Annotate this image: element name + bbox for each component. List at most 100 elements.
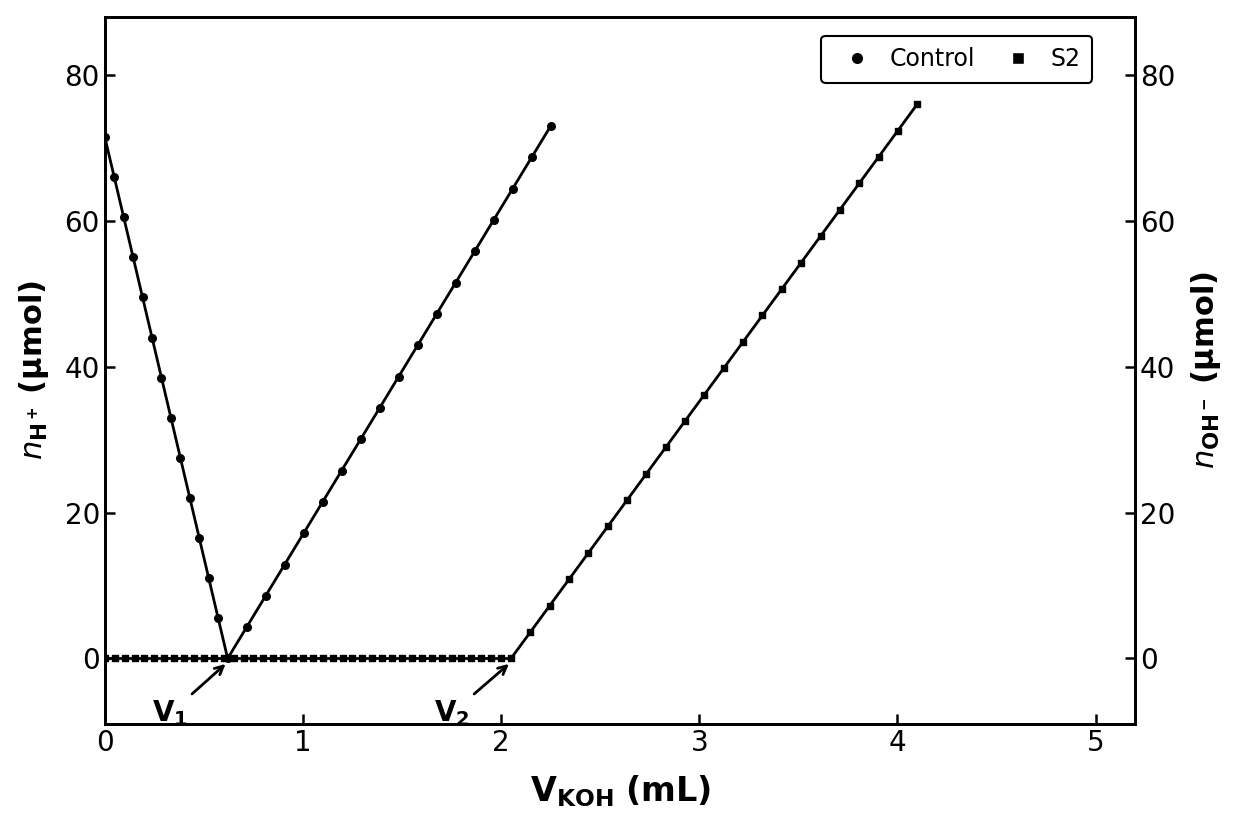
- Control: [208, 612, 228, 625]
- Control: [255, 589, 275, 602]
- Y-axis label: $\mathit{n}_{\mathbf{OH^-}}$ $\mathbf{(\mu mol)}$: $\mathit{n}_{\mathbf{OH^-}}$ $\mathbf{(\…: [1189, 272, 1224, 469]
- S2: [213, 652, 233, 665]
- S2: [322, 652, 342, 665]
- Control: [294, 527, 314, 540]
- S2: [263, 652, 283, 665]
- S2: [753, 309, 773, 322]
- S2: [676, 415, 696, 428]
- S2: [332, 652, 352, 665]
- S2: [559, 572, 579, 586]
- S2: [461, 652, 481, 665]
- S2: [539, 599, 559, 612]
- S2: [491, 652, 511, 665]
- Control: [465, 244, 485, 258]
- Control: [427, 307, 446, 320]
- S2: [164, 652, 184, 665]
- Control: [170, 451, 190, 464]
- S2: [362, 652, 382, 665]
- S2: [908, 97, 928, 111]
- Control: [275, 558, 295, 571]
- S2: [283, 652, 303, 665]
- S2: [481, 652, 501, 665]
- S2: [849, 177, 869, 190]
- S2: [422, 652, 441, 665]
- S2: [273, 652, 293, 665]
- S2: [656, 441, 676, 454]
- S2: [104, 652, 124, 665]
- S2: [432, 652, 451, 665]
- S2: [618, 493, 637, 506]
- Control: [541, 120, 560, 133]
- S2: [243, 652, 263, 665]
- Control: [388, 370, 408, 383]
- S2: [95, 652, 115, 665]
- S2: [733, 335, 753, 349]
- S2: [312, 652, 332, 665]
- S2: [303, 652, 322, 665]
- S2: [144, 652, 164, 665]
- Control: [180, 491, 200, 505]
- S2: [293, 652, 312, 665]
- Control: [370, 401, 389, 415]
- Control: [351, 433, 371, 446]
- S2: [382, 652, 402, 665]
- Control: [332, 464, 352, 477]
- S2: [451, 652, 471, 665]
- Control: [161, 411, 181, 425]
- Legend: Control, S2: Control, S2: [821, 36, 1092, 83]
- S2: [193, 652, 213, 665]
- Control: [143, 331, 162, 344]
- Control: [218, 652, 238, 665]
- Control: [104, 170, 124, 183]
- S2: [869, 150, 889, 164]
- S2: [174, 652, 193, 665]
- S2: [811, 230, 831, 243]
- S2: [402, 652, 422, 665]
- S2: [773, 282, 792, 296]
- Control: [123, 251, 143, 264]
- Control: [237, 620, 257, 634]
- S2: [154, 652, 174, 665]
- S2: [888, 124, 908, 137]
- S2: [253, 652, 273, 665]
- Control: [133, 291, 153, 304]
- S2: [124, 652, 144, 665]
- Control: [114, 211, 134, 224]
- S2: [830, 203, 849, 216]
- Control: [502, 182, 522, 195]
- Text: $\mathbf{V_1}$: $\mathbf{V_1}$: [153, 666, 223, 729]
- Control: [151, 371, 171, 384]
- S2: [412, 652, 432, 665]
- S2: [598, 520, 618, 533]
- S2: [223, 652, 243, 665]
- S2: [203, 652, 223, 665]
- S2: [392, 652, 412, 665]
- S2: [471, 652, 491, 665]
- S2: [791, 256, 811, 269]
- Control: [198, 572, 218, 585]
- Control: [95, 131, 115, 144]
- S2: [134, 652, 154, 665]
- S2: [694, 388, 714, 401]
- Control: [312, 496, 332, 509]
- Control: [484, 213, 503, 226]
- Control: [190, 531, 210, 544]
- S2: [342, 652, 362, 665]
- S2: [636, 467, 656, 480]
- S2: [372, 652, 392, 665]
- Y-axis label: $\mathit{n}_{\mathbf{H^+}}$ $\mathbf{(\mu mol)}$: $\mathit{n}_{\mathbf{H^+}}$ $\mathbf{(\m…: [16, 281, 51, 460]
- S2: [114, 652, 134, 665]
- S2: [352, 652, 372, 665]
- S2: [521, 625, 541, 638]
- S2: [233, 652, 253, 665]
- Control: [408, 339, 428, 352]
- S2: [501, 652, 521, 665]
- Control: [522, 151, 542, 164]
- S2: [441, 652, 461, 665]
- S2: [184, 652, 203, 665]
- X-axis label: $\mathbf{V_{KOH}}$ $\mathbf{(mL)}$: $\mathbf{V_{KOH}}$ $\mathbf{(mL)}$: [529, 774, 711, 809]
- S2: [714, 362, 734, 375]
- Control: [445, 276, 465, 289]
- S2: [579, 546, 599, 559]
- Text: $\mathbf{V_2}$: $\mathbf{V_2}$: [434, 666, 507, 729]
